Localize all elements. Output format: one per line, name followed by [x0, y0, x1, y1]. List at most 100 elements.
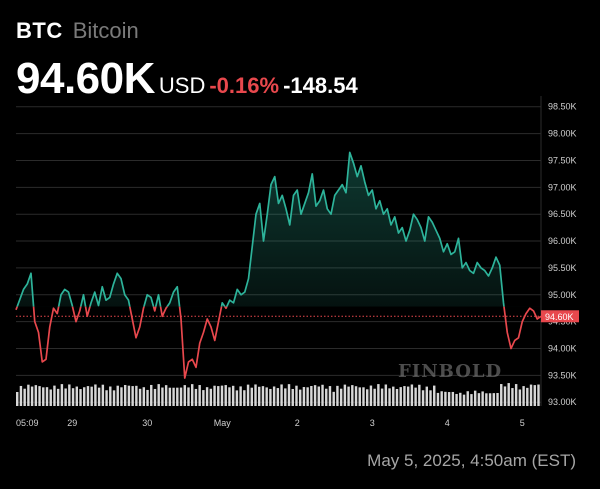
volume-bar — [75, 386, 78, 406]
price-chart: FINBOLD 98.50K 98.00K 97.50K 97.00K 96.50K 96… — [15, 96, 579, 428]
y-tick-label: 95.00K — [548, 290, 577, 300]
volume-bar — [526, 387, 529, 406]
volume-bar — [298, 389, 302, 406]
volume-bar — [261, 386, 265, 406]
volume-bar — [220, 385, 224, 406]
volume-bar — [291, 388, 294, 406]
volume-bar — [116, 385, 119, 406]
volume-bar — [269, 388, 272, 406]
current-price: 94.60K — [16, 54, 155, 103]
volume-bar — [436, 392, 440, 406]
volume-bar — [79, 389, 82, 406]
volume-bar — [440, 391, 443, 406]
volume-bar — [101, 384, 105, 406]
y-tick-label: 98.00K — [548, 129, 577, 139]
volume-bar — [16, 392, 19, 406]
volume-bar — [477, 393, 481, 406]
volume-bar — [302, 387, 306, 406]
finbold-watermark: FINBOLD — [398, 361, 502, 382]
volume-bar — [276, 388, 280, 406]
currency-label: USD — [158, 73, 206, 98]
volume-bar — [522, 386, 525, 406]
volume-bar — [485, 393, 488, 406]
volume-bar — [399, 387, 402, 406]
volume-bar — [347, 386, 350, 406]
volume-bar — [343, 384, 347, 406]
volume-bar — [336, 385, 339, 406]
change-absolute: -148.54 — [283, 73, 358, 98]
x-tick-label: 3 — [370, 418, 375, 428]
volume-bar — [507, 383, 510, 406]
volume-bar — [198, 385, 201, 406]
volume-bar — [34, 385, 38, 406]
volume-bar — [332, 391, 335, 406]
y-tick-label: 93.50K — [548, 370, 577, 380]
x-tick-label: 30 — [142, 418, 152, 428]
x-tick-label: 05:09 — [16, 418, 39, 428]
volume-bar — [120, 387, 123, 406]
volume-bar — [68, 384, 71, 406]
volume-bar — [284, 388, 287, 406]
y-tick-label: 97.50K — [548, 155, 577, 165]
volume-bar — [150, 384, 153, 406]
x-tick-label: 2 — [295, 418, 300, 428]
volume-bar — [421, 390, 425, 406]
volume-bar — [112, 390, 116, 406]
volume-bar — [235, 390, 239, 406]
volume-bar — [53, 385, 56, 406]
current-price-marker: 94.60K — [16, 310, 579, 323]
price-line-up — [16, 151, 505, 307]
volume-bar — [142, 387, 146, 406]
volume-bar — [27, 384, 30, 406]
volume-bar — [433, 385, 436, 406]
volume-bar — [38, 386, 41, 406]
volume-bar — [403, 386, 406, 406]
volume-bar — [265, 387, 268, 406]
volume-bar — [202, 390, 205, 406]
volume-bar — [500, 384, 503, 406]
volume-bar — [492, 393, 496, 406]
volume-bar — [351, 385, 354, 406]
volume-bar — [64, 388, 67, 406]
volume-bar — [321, 384, 324, 406]
volume-bar — [310, 386, 313, 406]
volume-bar — [354, 386, 358, 406]
volume-bar — [392, 386, 395, 406]
price-row: 94.60K USD -0.16% -148.54 — [16, 54, 586, 104]
volume-bar — [481, 391, 484, 406]
volume-bar — [362, 387, 365, 406]
volume-bar — [313, 385, 317, 406]
volume-bar — [429, 390, 432, 406]
volume-bar — [466, 391, 469, 406]
x-tick-label: 4 — [445, 418, 450, 428]
volume-bar — [537, 384, 540, 406]
volume-bar — [272, 386, 276, 406]
volume-bar — [380, 388, 384, 406]
volume-bar — [168, 387, 172, 406]
volume-bar — [317, 386, 321, 406]
y-tick-label: 93.00K — [548, 397, 577, 407]
volume-bar — [377, 384, 380, 406]
volume-bar — [90, 386, 93, 406]
volume-bar — [395, 389, 399, 406]
volume-bar — [231, 385, 235, 406]
price-area — [17, 152, 504, 307]
volume-bar — [228, 387, 231, 406]
volume-bar — [176, 387, 179, 406]
volume-bar — [473, 390, 477, 406]
volume-bar — [295, 385, 298, 406]
volume-bar — [533, 385, 536, 406]
volume-bar — [451, 391, 455, 406]
volume-bar — [418, 384, 421, 406]
volume-bar — [488, 393, 492, 406]
volume-bar — [410, 384, 414, 406]
volume-bar — [161, 387, 164, 406]
volume-bar — [503, 386, 507, 406]
volume-bar — [205, 387, 209, 406]
y-tick-label: 98.50K — [548, 102, 577, 112]
volume-bar — [280, 384, 283, 406]
volume-bar — [239, 386, 242, 406]
volume-bar — [455, 393, 458, 406]
volume-bar — [153, 388, 157, 406]
volume-bar — [496, 392, 499, 406]
